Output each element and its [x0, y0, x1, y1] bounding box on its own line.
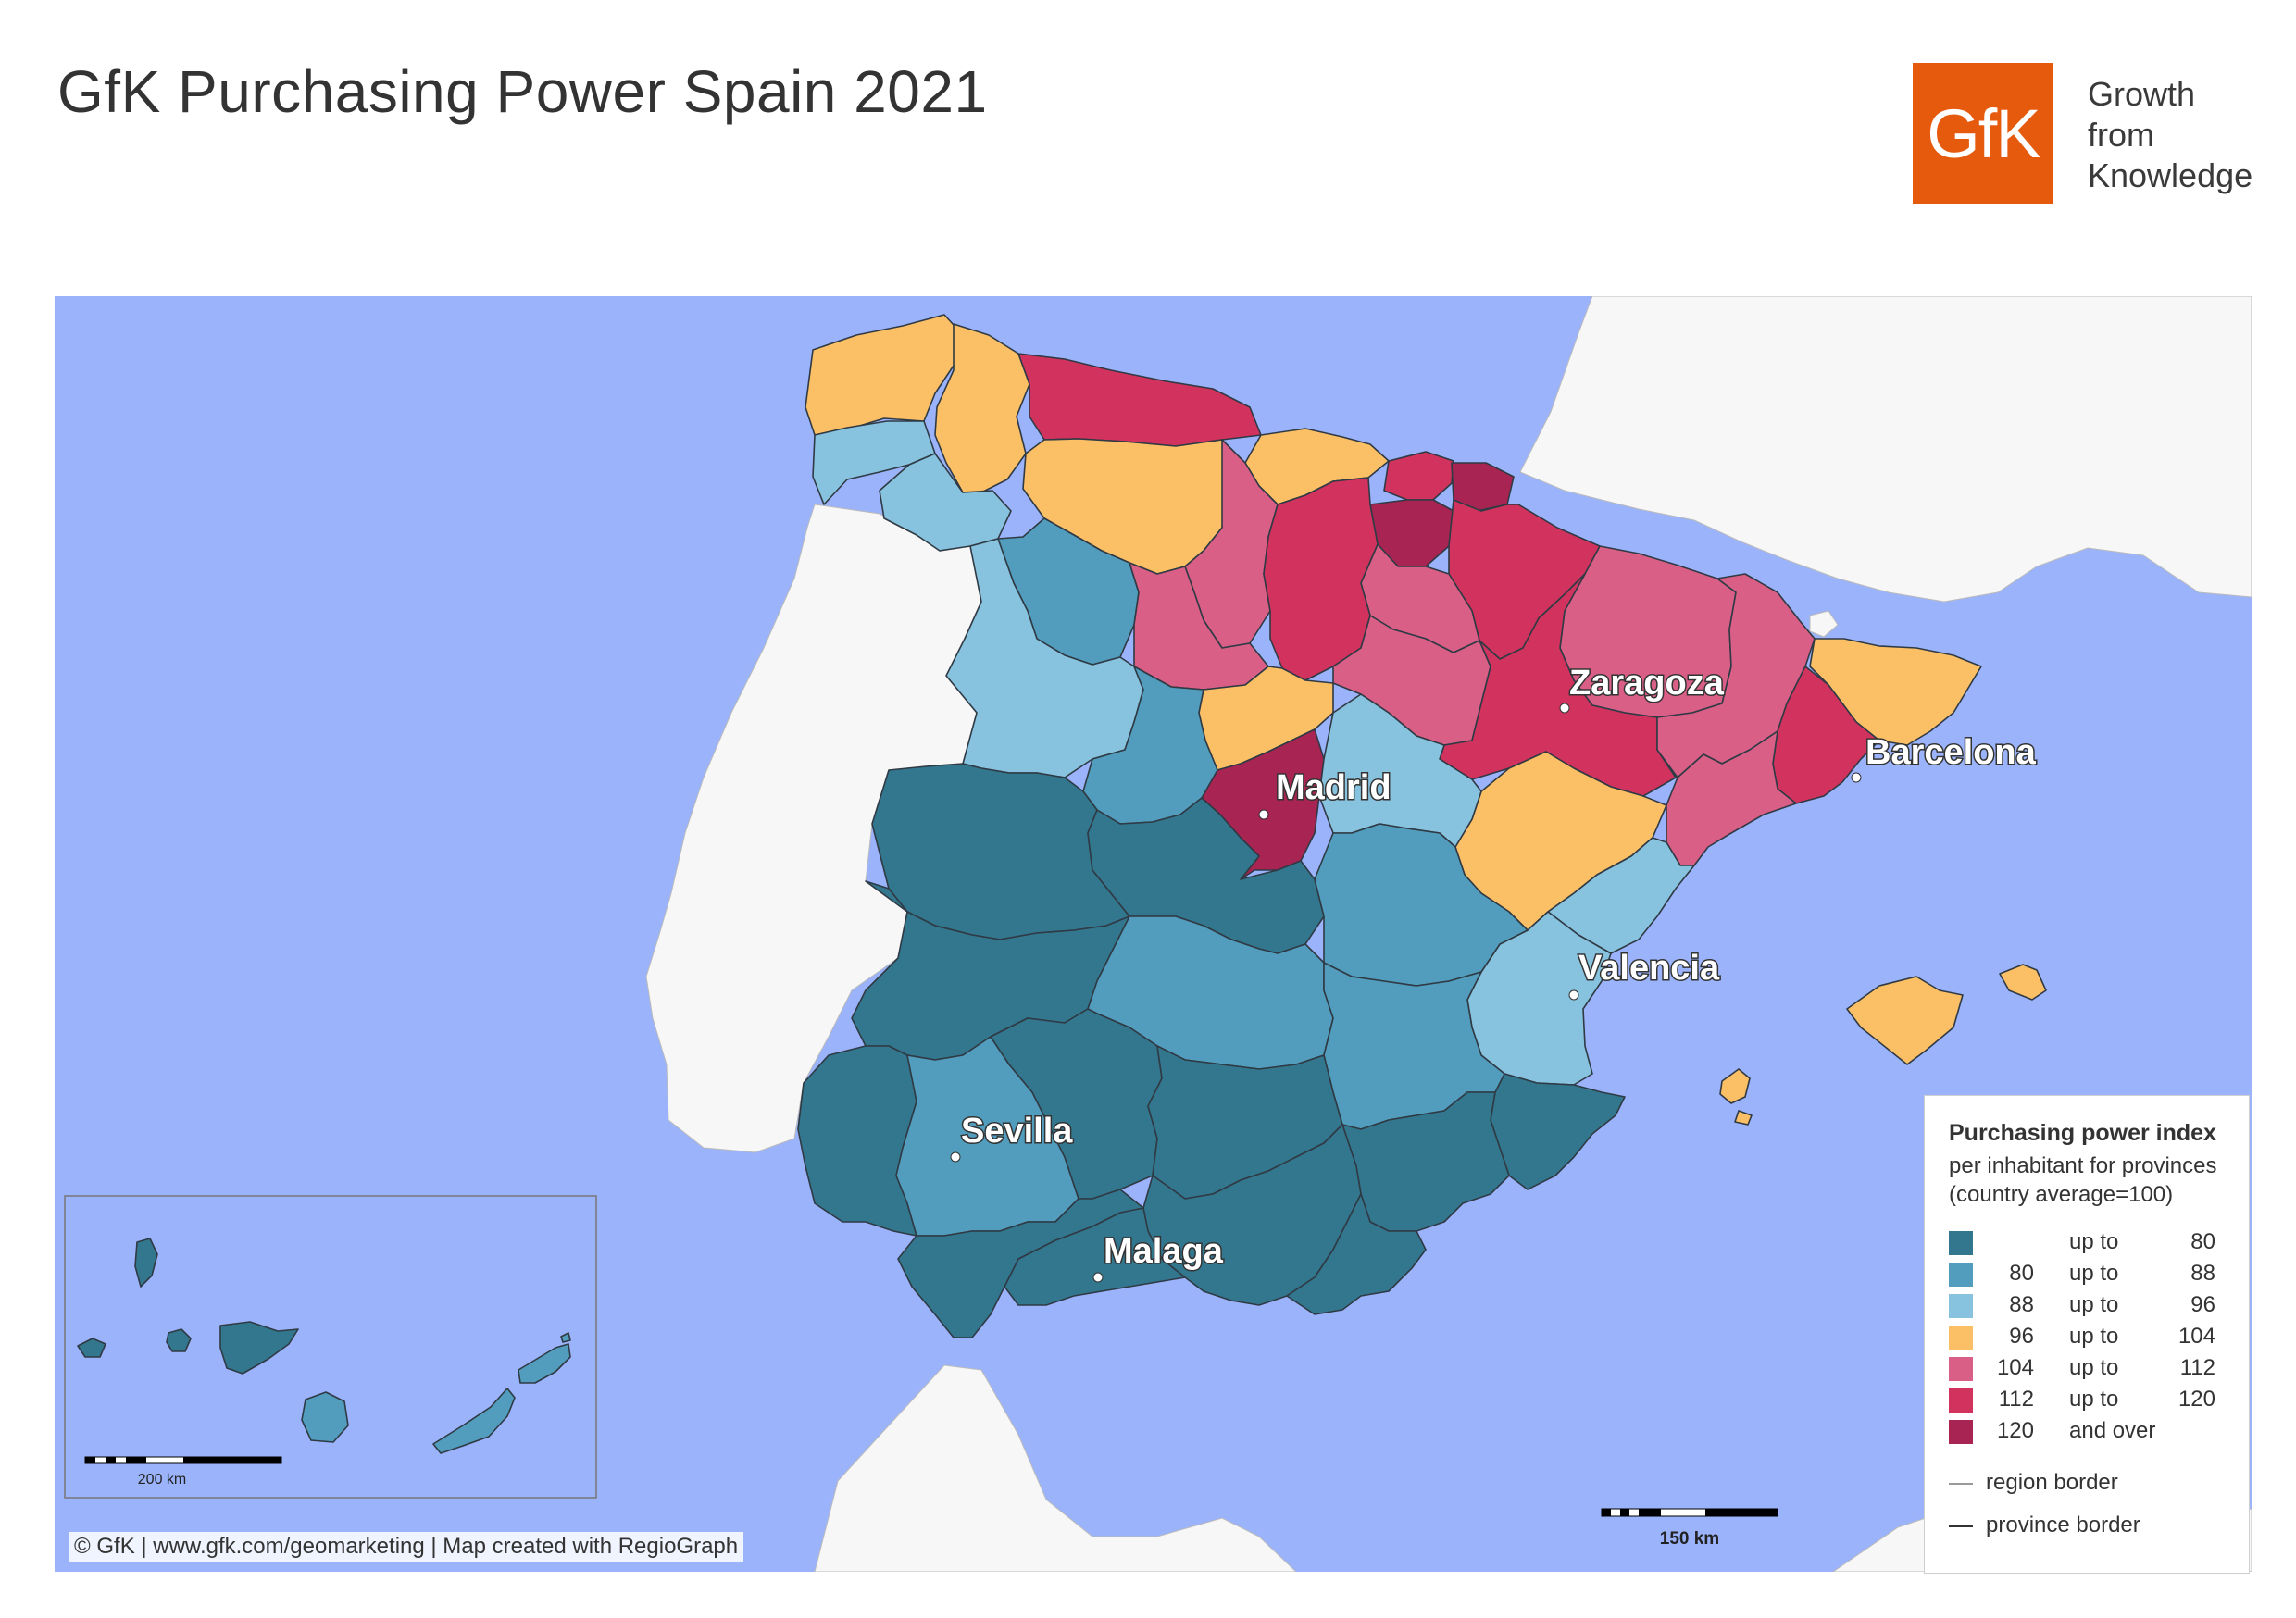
city-label: Sevilla [961, 1112, 1073, 1151]
legend-low: 88 [2009, 1292, 2034, 1317]
island-ibiza [1719, 1068, 1751, 1104]
city-dot [1851, 772, 1862, 783]
region-border-line [1949, 1483, 1973, 1485]
copyright-text: © GfK | www.gfk.com/geomarketing | Map c… [69, 1532, 744, 1562]
legend-high: 112 [2179, 1355, 2215, 1380]
inset-scale-label: 200 km [138, 1472, 186, 1487]
legend-low: 80 [2009, 1261, 2034, 1286]
city-dot [950, 1151, 961, 1163]
island-menorca [1999, 964, 2047, 1001]
legend-connector: up to [2069, 1324, 2119, 1349]
city-sevilla: Sevilla [950, 1111, 1075, 1163]
province-cadiz [897, 1189, 1144, 1338]
city-valencia: Valencia [1568, 948, 1721, 1001]
legend-swatch [1949, 1231, 1973, 1255]
island-la-palma [134, 1238, 158, 1288]
legend-low: 104 [1996, 1355, 2034, 1380]
legend-connector: up to [2069, 1355, 2119, 1380]
main-scale-label: 150 km [1660, 1529, 1719, 1549]
legend-row: 120 and over [1949, 1418, 2245, 1446]
city-zaragoza: Zaragoza [1559, 663, 1726, 714]
island-mallorca [1846, 976, 1964, 1065]
city-barcelona: Barcelona [1851, 732, 2038, 783]
legend-low: 96 [2009, 1324, 2034, 1349]
legend-high: 88 [2190, 1261, 2215, 1286]
legend-connector: and over [2069, 1418, 2156, 1443]
legend-subtitle-line: per inhabitant for provinces [1949, 1153, 2217, 1178]
province-almeria [1286, 1193, 1427, 1315]
tagline-line: Knowledge [2088, 156, 2253, 194]
province-border-label: province border [1986, 1512, 2140, 1537]
legend-row: 104 up to 112 [1949, 1355, 2245, 1383]
legend-high: 120 [2177, 1387, 2215, 1412]
city-dot [1258, 809, 1269, 820]
canary-inset-frame [64, 1195, 597, 1499]
legend-swatch [1949, 1326, 1973, 1350]
map-svg: .prov { stroke:#2f3a44; stroke-width:1.6… [55, 296, 2252, 1572]
legend-swatch [1949, 1420, 1973, 1444]
legend-low: 120 [1996, 1418, 2034, 1443]
city-label: Barcelona [1866, 733, 2037, 772]
legend-swatch [1949, 1294, 1973, 1318]
inset-scale-bar: 200 km [84, 1456, 282, 1487]
province-bizkaia [1383, 451, 1454, 501]
legend-connector: up to [2069, 1292, 2119, 1317]
page-title: GfK Purchasing Power Spain 2021 [57, 58, 988, 125]
legend: Purchasing power index per inhabitant fo… [1924, 1095, 2250, 1574]
legend-row: 88 up to 96 [1949, 1292, 2245, 1320]
city-malaga: Malaga [1092, 1231, 1225, 1283]
island-fuerteventura [432, 1388, 516, 1454]
legend-title: Purchasing power index [1949, 1120, 2216, 1146]
logo-text: GfK [1927, 94, 2040, 172]
city-label: Malaga [1104, 1232, 1224, 1271]
island-gran-canaria [301, 1391, 349, 1443]
legend-swatch [1949, 1357, 1973, 1381]
region-border-label: region border [1986, 1470, 2118, 1495]
city-label: Valencia [1578, 949, 1720, 988]
legend-row: 96 up to 104 [1949, 1324, 2245, 1351]
city-dot [1092, 1272, 1104, 1283]
legend-row: 80 up to 88 [1949, 1261, 2245, 1288]
city-label: Zaragoza [1569, 664, 1725, 703]
tagline-line: from [2088, 116, 2154, 154]
legend-connector: up to [2069, 1261, 2119, 1286]
island-la-gomera [166, 1328, 192, 1352]
island-el-hierro [77, 1338, 106, 1358]
island-tenerife [219, 1321, 299, 1375]
legend-connector: up to [2069, 1229, 2119, 1254]
legend-swatch [1949, 1388, 1973, 1413]
tagline-line: Growth [2088, 75, 2196, 113]
city-dot [1559, 703, 1570, 714]
city-dot [1568, 989, 1579, 1001]
gfk-logo: GfK [1913, 63, 2053, 204]
legend-subtitle-line: (country average=100) [1949, 1182, 2174, 1207]
north-africa-land [814, 1364, 1297, 1572]
island-formentera [1734, 1110, 1753, 1126]
legend-high: 80 [2190, 1229, 2215, 1254]
andorra-land [1809, 610, 1839, 638]
legend-row: 112 up to 120 [1949, 1387, 2245, 1414]
legend-connector: up to [2069, 1387, 2119, 1412]
legend-high: 104 [2177, 1324, 2215, 1349]
city-label: Madrid [1276, 768, 1391, 807]
legend-row: up to 80 [1949, 1229, 2245, 1257]
province-border-line [1949, 1525, 1973, 1527]
island-la-graciosa [560, 1332, 571, 1343]
map-frame: .prov { stroke:#2f3a44; stroke-width:1.6… [55, 296, 2252, 1572]
legend-high: 96 [2190, 1292, 2215, 1317]
tagline: Growth from Knowledge [2088, 74, 2252, 196]
city-madrid: Madrid [1258, 767, 1392, 820]
legend-subtitle: per inhabitant for provinces (country av… [1949, 1151, 2217, 1209]
main-scale-bar: 150 km [1601, 1508, 1778, 1549]
legend-low: 112 [1998, 1387, 2034, 1412]
island-lanzarote [518, 1343, 571, 1384]
legend-swatch [1949, 1263, 1973, 1287]
province-guadalajara [1318, 693, 1482, 848]
france-land [1519, 296, 2252, 603]
